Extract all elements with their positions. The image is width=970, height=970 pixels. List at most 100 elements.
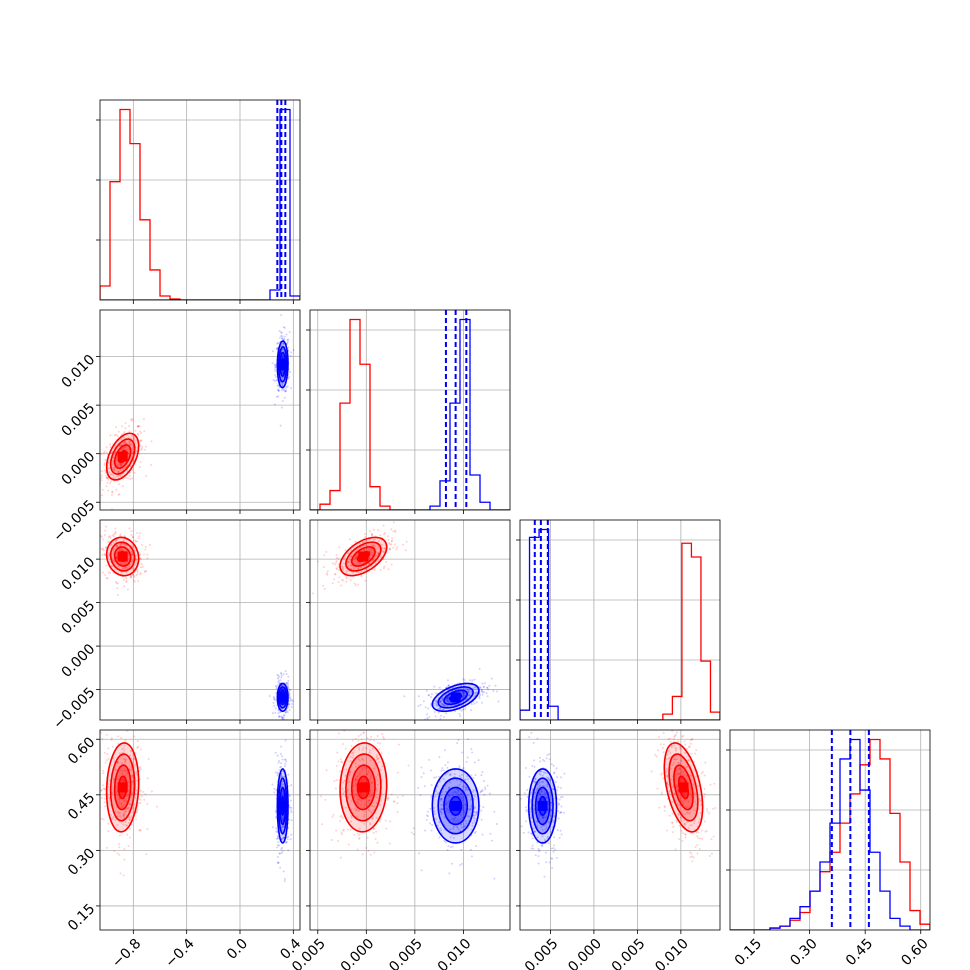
- scatter-point: [133, 437, 136, 440]
- scatter-point: [281, 850, 284, 853]
- scatter-point: [376, 757, 379, 760]
- scatter-point: [357, 739, 360, 742]
- scatter-point: [115, 539, 118, 542]
- scatter-point: [274, 365, 277, 368]
- scatter-point: [671, 722, 673, 724]
- scatter-point: [686, 811, 689, 814]
- scatter-point: [560, 833, 563, 836]
- scatter-point: [129, 803, 132, 806]
- scatter-point: [440, 829, 443, 832]
- scatter-point: [471, 824, 474, 827]
- scatter-point: [392, 530, 395, 533]
- scatter-point: [112, 535, 115, 538]
- scatter-point: [435, 703, 438, 706]
- scatter-point: [140, 440, 143, 443]
- scatter-point: [290, 809, 293, 812]
- x-tick-label: 0.000: [338, 936, 378, 970]
- scatter-point: [463, 785, 466, 788]
- scatter-point: [347, 560, 350, 563]
- scatter-point: [291, 700, 294, 703]
- scatter-point: [385, 560, 388, 563]
- scatter-point: [115, 722, 117, 724]
- scatter-point: [111, 491, 114, 494]
- scatter-point: [130, 533, 133, 536]
- scatter-point: [113, 850, 116, 853]
- scatter-point: [461, 751, 464, 754]
- scatter-point: [281, 684, 284, 687]
- scatter-point: [542, 816, 545, 819]
- scatter-point: [671, 763, 674, 766]
- scatter-point: [124, 758, 127, 761]
- scatter-point: [379, 818, 382, 821]
- panel-content: [730, 730, 930, 930]
- scatter-point: [105, 846, 108, 849]
- scatter-point: [127, 441, 130, 444]
- scatter-point: [353, 796, 356, 799]
- scatter-point: [681, 800, 684, 803]
- scatter-point: [344, 806, 347, 809]
- scatter-point: [430, 795, 433, 798]
- scatter-point: [135, 818, 138, 821]
- scatter-point: [132, 536, 135, 539]
- scatter-point: [280, 765, 283, 768]
- scatter-point: [131, 477, 134, 480]
- scatter-point: [132, 446, 135, 449]
- scatter-point: [144, 545, 147, 548]
- scatter-point: [538, 815, 541, 818]
- scatter-point: [547, 842, 550, 845]
- scatter-point: [659, 743, 662, 746]
- scatter-point: [143, 798, 146, 801]
- scatter-point: [446, 696, 449, 699]
- scatter-point: [540, 790, 543, 793]
- scatter-point: [113, 466, 116, 469]
- scatter-point: [118, 798, 121, 801]
- scatter-point: [357, 735, 360, 738]
- scatter-point: [109, 572, 112, 575]
- scatter-point: [279, 424, 282, 427]
- scatter-point: [386, 797, 389, 800]
- scatter-point: [555, 856, 558, 859]
- scatter-point: [132, 437, 135, 440]
- scatter-point: [387, 538, 390, 541]
- scatter-point: [279, 776, 282, 779]
- scatter-point: [100, 452, 103, 455]
- scatter-point: [468, 808, 471, 811]
- scatter-point: [522, 831, 525, 834]
- scatter-point: [674, 749, 677, 752]
- scatter-point: [674, 746, 677, 749]
- scatter-point: [287, 702, 290, 705]
- scatter-point: [464, 803, 467, 806]
- scatter-point: [358, 746, 361, 749]
- scatter-point: [524, 806, 527, 809]
- scatter-point: [111, 534, 114, 537]
- scatter-point: [692, 808, 695, 811]
- scatter-point: [116, 593, 119, 596]
- scatter-point: [277, 679, 280, 682]
- scatter-point: [462, 808, 465, 811]
- x-tick-label: 0.0: [224, 936, 251, 963]
- scatter-point: [112, 746, 115, 749]
- panel-p4-p1: 0.150.300.450.60−0.8 −0.4 0.0 0.4: [65, 722, 304, 970]
- scatter-point: [136, 540, 139, 543]
- scatter-point: [679, 748, 682, 751]
- scatter-point: [127, 806, 130, 809]
- scatter-point: [343, 779, 346, 782]
- scatter-point: [129, 443, 132, 446]
- scatter-point: [448, 794, 451, 797]
- scatter-point: [547, 821, 550, 824]
- scatter-point: [356, 832, 359, 835]
- scatter-point: [282, 836, 285, 839]
- scatter-point: [690, 794, 693, 797]
- scatter-point: [122, 432, 125, 435]
- scatter-point: [369, 738, 372, 741]
- scatter-point: [447, 811, 450, 814]
- scatter-point: [119, 543, 122, 546]
- scatter-point: [105, 564, 108, 567]
- scatter-point: [447, 700, 450, 703]
- scatter-point: [105, 546, 108, 549]
- scatter-point: [141, 566, 144, 569]
- density-peak: [117, 551, 128, 562]
- scatter-point: [534, 778, 537, 781]
- scatter-point: [458, 793, 461, 796]
- scatter-point: [376, 841, 379, 844]
